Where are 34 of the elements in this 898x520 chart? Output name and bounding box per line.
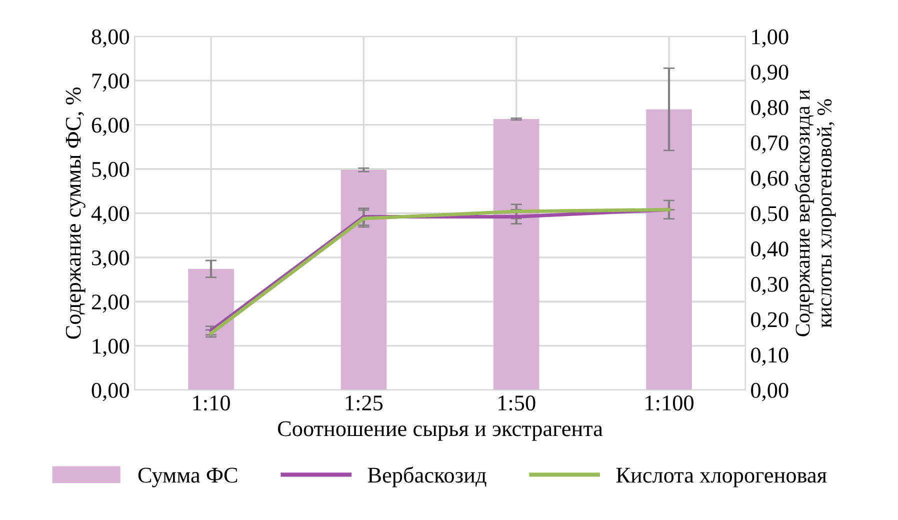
legend-label: Сумма ФС bbox=[138, 468, 238, 488]
y2-tick-label: 0,10 bbox=[751, 348, 788, 366]
y2-tick-label: 0,70 bbox=[751, 135, 788, 154]
y-tick-label: 0,00 bbox=[92, 382, 129, 402]
x-tick-label: 1:10 bbox=[193, 396, 230, 411]
y-tick-label: 7,00 bbox=[92, 74, 129, 92]
y-tick-label: 6,00 bbox=[92, 118, 129, 136]
legend-label: Кислота хлорогеновая bbox=[616, 468, 827, 488]
x-tick-label: 1:100 bbox=[646, 396, 694, 411]
bar bbox=[340, 170, 387, 390]
y-tick-label: 2,00 bbox=[92, 294, 129, 313]
y2-tick-label: 0,00 bbox=[751, 382, 788, 402]
legend-label: Вербаскозид bbox=[368, 466, 486, 488]
bar bbox=[188, 268, 234, 390]
y-tick-label: 5,00 bbox=[92, 162, 129, 180]
y2-tick-label: 0,20 bbox=[751, 312, 788, 330]
y2-tick-label: 0,90 bbox=[751, 64, 788, 83]
y2-tick-label: 0,60 bbox=[751, 170, 788, 189]
y-tick-label: 4,00 bbox=[91, 206, 129, 224]
bar bbox=[646, 109, 692, 390]
y2-tick-label: 0,30 bbox=[751, 276, 788, 296]
x-tick-label: 1:25 bbox=[346, 396, 383, 411]
y-axis-title: Содержание суммы ФС, % bbox=[66, 87, 86, 339]
x-tick-label: 1:50 bbox=[498, 396, 536, 411]
x-axis-title: Соотношение сырья и экстрагента bbox=[278, 421, 603, 441]
y-tick-label: 1,00 bbox=[92, 338, 129, 357]
y2-tick-label: 0,50 bbox=[751, 206, 788, 224]
y2-tick-label: 1,00 bbox=[752, 29, 788, 48]
y-tick-label: 3,00 bbox=[92, 250, 129, 269]
y-tick-label: 8,00 bbox=[92, 29, 129, 48]
y2-tick-label: 0,80 bbox=[751, 100, 788, 118]
y2-tick-label: 0,40 bbox=[751, 241, 788, 260]
y2-axis-title: Содержание вербаскозида и кислоты хлорогеновой, % bbox=[794, 90, 836, 336]
bar bbox=[493, 119, 540, 390]
